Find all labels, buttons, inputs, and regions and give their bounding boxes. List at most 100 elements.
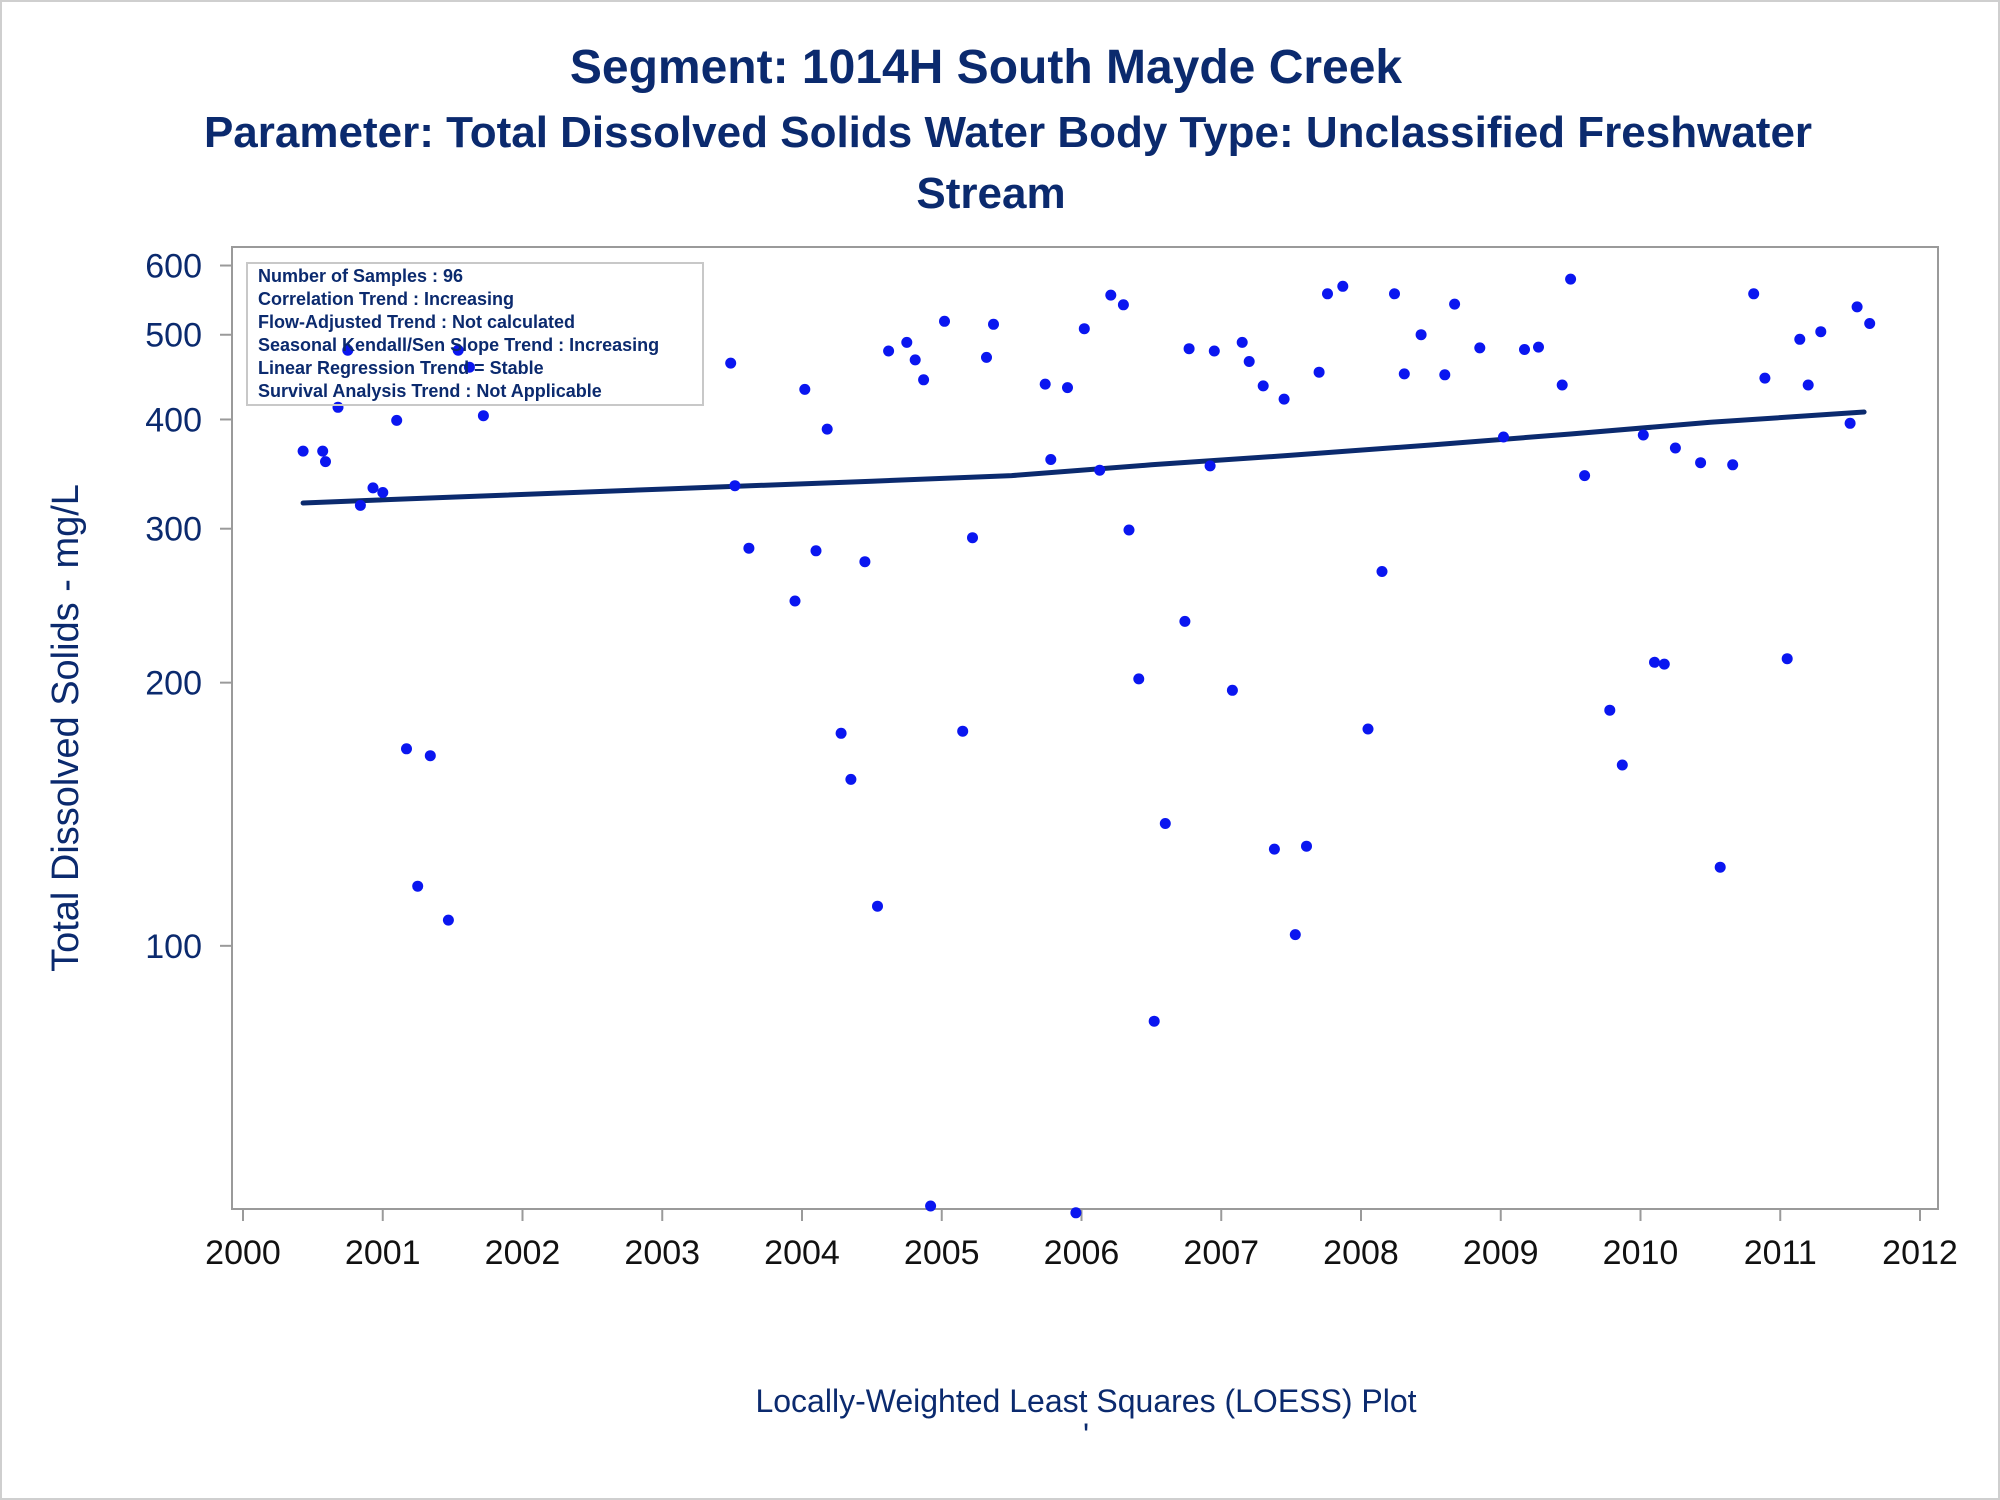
data-point-70 (1439, 369, 1451, 381)
y-axis: 100 200 300 400 500 600 (145, 248, 232, 966)
data-point-55 (1236, 336, 1248, 348)
data-point-19 (743, 542, 755, 554)
data-point-95 (1851, 301, 1863, 313)
data-point-35 (967, 532, 978, 544)
chart-subtitle-line-2: Stream (916, 169, 1065, 218)
data-point-16 (477, 410, 489, 422)
data-point-49 (1159, 818, 1171, 829)
data-point-74 (1519, 344, 1530, 355)
data-point-79 (1604, 704, 1616, 716)
data-point-43 (1094, 464, 1106, 476)
data-point-14 (452, 344, 464, 356)
data-points (297, 273, 1876, 1219)
data-point-4 (332, 401, 344, 413)
stats-line-flow-adjusted: Flow-Adjusted Trend : Not calculated (258, 312, 575, 332)
data-point-25 (845, 773, 857, 785)
x-tick-label-2002: 2002 (485, 1234, 561, 1272)
data-point-68 (1398, 368, 1410, 380)
data-point-12 (424, 750, 436, 762)
data-point-87 (1727, 459, 1739, 471)
y-tick-label-100: 100 (145, 928, 202, 966)
data-point-30 (909, 354, 921, 366)
data-point-91 (1794, 333, 1806, 345)
data-point-17 (725, 357, 737, 369)
data-point-86 (1714, 861, 1726, 873)
data-point-60 (1289, 929, 1301, 941)
chart-subtitle-line-1: Parameter: Total Dissolved Solids Water … (204, 108, 1812, 157)
data-point-6 (354, 499, 366, 511)
stats-box: Number of Samples : 96 Correlation Trend… (246, 262, 704, 406)
data-point-23 (821, 423, 833, 435)
x-tick-label-2009: 2009 (1463, 1234, 1539, 1272)
data-point-39 (1045, 454, 1057, 465)
data-point-90 (1781, 653, 1793, 665)
data-point-47 (1133, 673, 1145, 685)
x-tick-label-2005: 2005 (904, 1234, 980, 1272)
data-point-8 (377, 487, 389, 498)
data-point-44 (1105, 289, 1117, 301)
data-point-65 (1362, 723, 1374, 735)
data-point-2 (317, 445, 329, 457)
data-point-10 (401, 743, 412, 755)
data-point-64 (1337, 280, 1349, 292)
data-point-81 (1637, 429, 1649, 441)
stats-line-survival-analysis: Survival Analysis Trend : Not Applicable (258, 381, 602, 401)
stats-line-correlation: Correlation Trend : Increasing (258, 289, 514, 309)
data-point-66 (1376, 566, 1388, 577)
stats-line-linear-regression: Linear Regression Trend = Stable (258, 358, 544, 378)
data-point-36 (981, 351, 992, 363)
data-point-20 (789, 595, 801, 607)
chart-title: Segment: 1014H South Mayde Creek (570, 41, 1403, 94)
x-tick-label-2008: 2008 (1323, 1234, 1399, 1272)
data-point-85 (1695, 457, 1707, 469)
data-point-73 (1498, 431, 1509, 443)
data-point-76 (1556, 379, 1568, 391)
x-tick-label-2001: 2001 (345, 1234, 421, 1272)
data-point-63 (1322, 288, 1333, 300)
stats-line-seasonal-kendall: Seasonal Kendall/Sen Slope Trend : Incre… (258, 335, 659, 355)
data-point-50 (1179, 615, 1191, 627)
x-tick-label-2012: 2012 (1882, 1234, 1958, 1272)
y-axis-label: Total Dissolved Solids - mg/L (45, 484, 87, 972)
data-point-80 (1616, 759, 1628, 771)
data-point-31 (918, 374, 930, 386)
data-point-62 (1313, 366, 1325, 378)
data-point-59 (1278, 393, 1290, 405)
chart-footnote: Locally-Weighted Least Squares (LOESS) P… (755, 1383, 1416, 1419)
stats-line-samples: Number of Samples : 96 (258, 266, 463, 286)
data-point-61 (1301, 840, 1312, 852)
y-tick-label-200: 200 (145, 665, 202, 703)
data-point-40 (1062, 382, 1073, 394)
data-point-22 (810, 545, 822, 557)
data-point-72 (1474, 342, 1486, 354)
stats-box-border (246, 262, 704, 406)
data-point-37 (988, 318, 999, 330)
data-point-54 (1226, 684, 1238, 696)
plot-area (231, 246, 1939, 1210)
data-point-27 (872, 900, 883, 912)
data-point-1 (297, 445, 309, 457)
x-tick-label-2000: 2000 (205, 1234, 281, 1272)
data-point-89 (1759, 372, 1771, 384)
x-tick-label-2006: 2006 (1044, 1234, 1120, 1272)
x-tick-label-2003: 2003 (624, 1234, 700, 1272)
x-tick-label-2004: 2004 (764, 1234, 840, 1272)
data-point-11 (412, 880, 424, 892)
data-point-75 (1533, 341, 1544, 353)
data-point-42 (1078, 323, 1090, 335)
data-point-21 (799, 383, 811, 395)
data-point-82 (1649, 656, 1660, 668)
data-point-48 (1148, 1015, 1160, 1027)
data-point-93 (1815, 326, 1827, 338)
data-point-15 (463, 361, 475, 373)
data-point-41 (1070, 1207, 1082, 1219)
data-point-51 (1183, 343, 1195, 355)
data-point-96 (1864, 318, 1876, 329)
data-point-3 (320, 456, 331, 468)
data-point-7 (367, 482, 379, 494)
data-point-77 (1565, 273, 1577, 285)
data-point-29 (901, 336, 913, 348)
data-point-71 (1449, 298, 1461, 310)
data-point-34 (957, 725, 969, 737)
